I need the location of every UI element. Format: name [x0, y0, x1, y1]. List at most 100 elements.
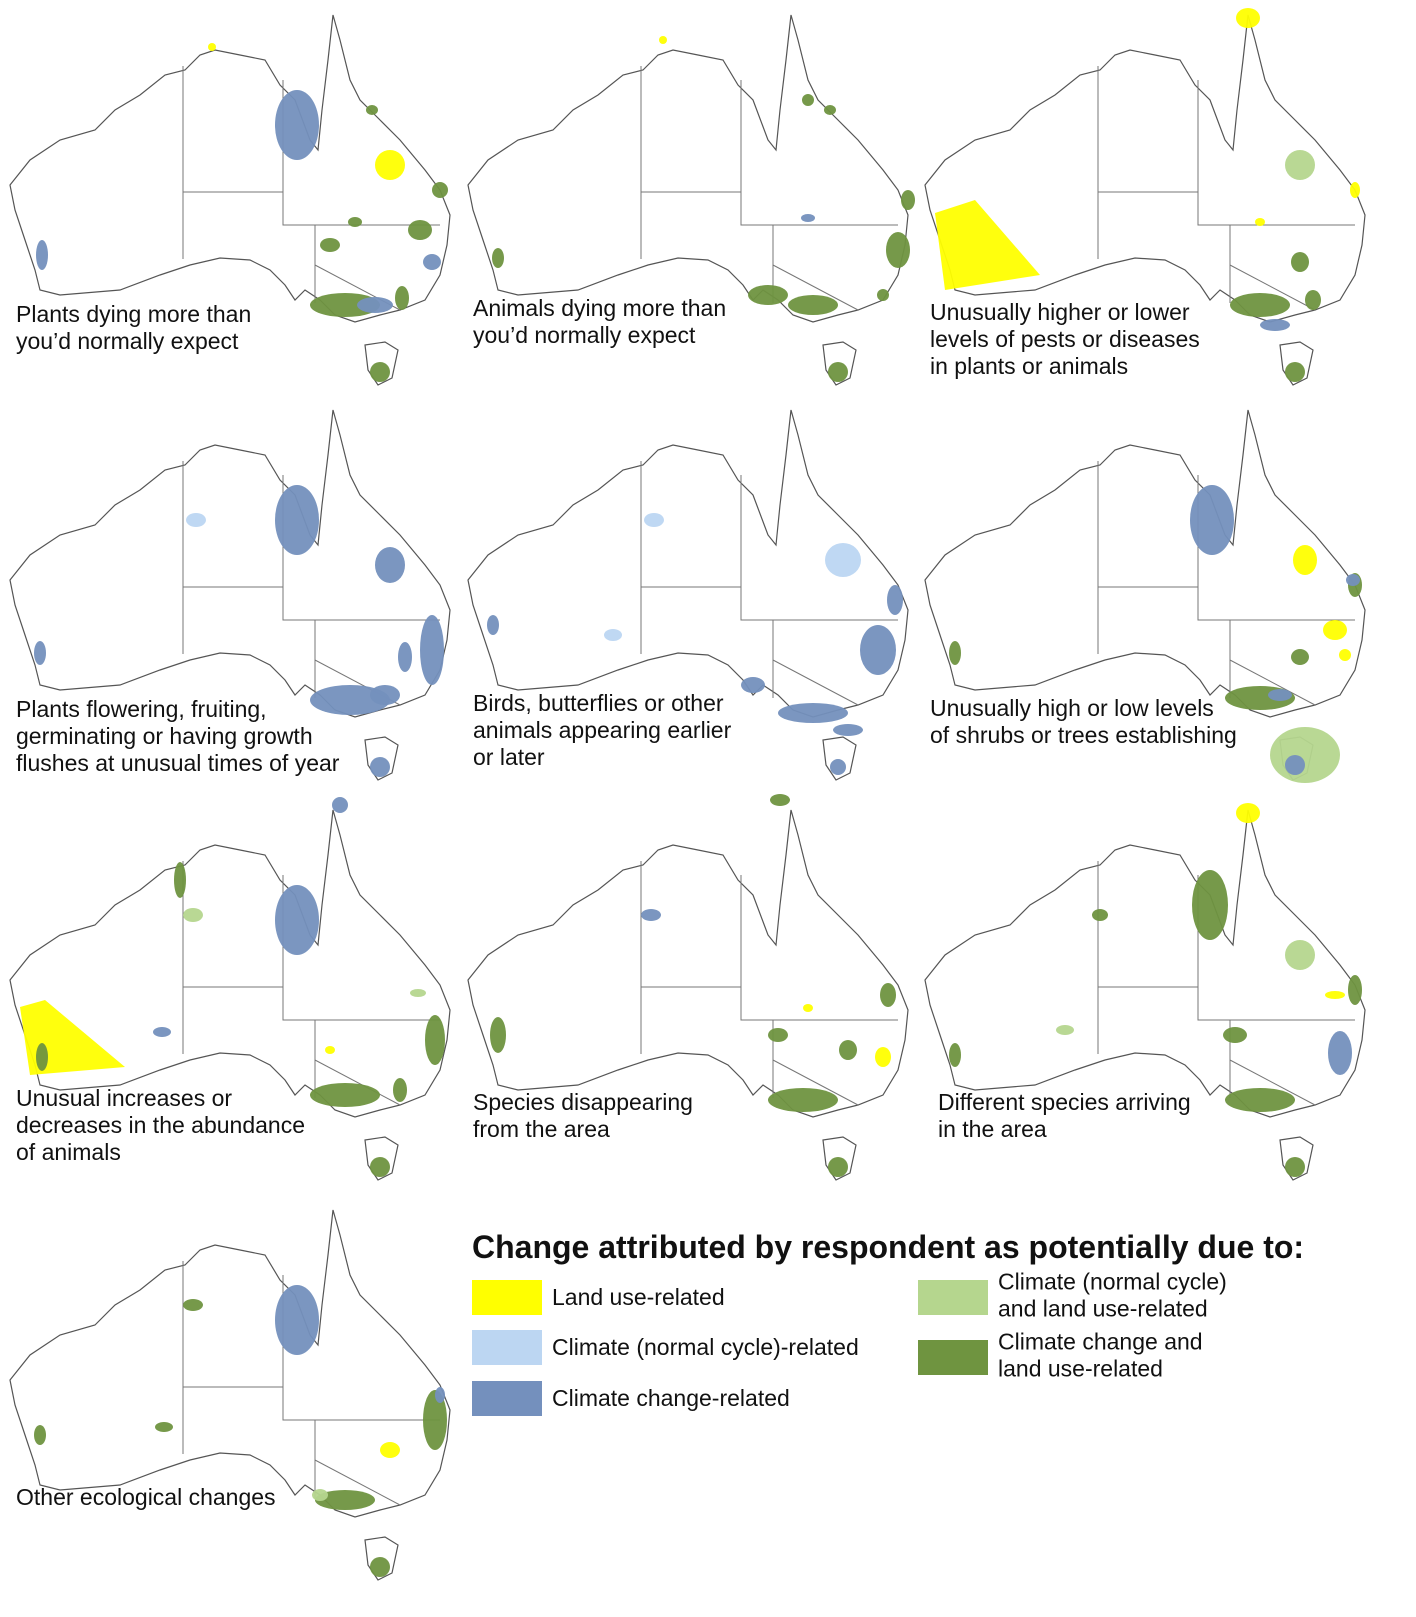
- legend-label: land use-related: [998, 1356, 1163, 1382]
- state-borders: [182, 66, 440, 311]
- region: [332, 797, 348, 813]
- region: [315, 1490, 375, 1510]
- panel-label: Different species arriving: [938, 1089, 1191, 1115]
- region: [901, 190, 915, 210]
- region: [1225, 1088, 1295, 1112]
- australia-outline: [9, 1209, 451, 1518]
- region: [1291, 649, 1309, 665]
- legend-swatch: [472, 1381, 542, 1416]
- region: [1230, 293, 1290, 317]
- region: [935, 200, 1040, 290]
- panel-label: flushes at unusual times of year: [16, 750, 340, 776]
- region: [949, 641, 961, 665]
- state-borders: [640, 66, 898, 311]
- region: [803, 1004, 813, 1012]
- panel-label: or later: [473, 744, 545, 770]
- region: [644, 513, 664, 527]
- region: [435, 1387, 445, 1403]
- region: [492, 248, 504, 268]
- map-panel: [924, 803, 1366, 1181]
- panel-label: of shrubs or trees establishing: [930, 722, 1237, 748]
- region: [788, 295, 838, 315]
- panel-label: germinating or having growth: [16, 723, 313, 749]
- region: [1348, 975, 1362, 1005]
- panel-label: decreases in the abundance: [16, 1112, 305, 1138]
- region: [408, 220, 432, 240]
- region: [1056, 1025, 1074, 1035]
- region: [641, 909, 661, 921]
- state-borders: [182, 461, 440, 706]
- state-borders: [1097, 461, 1355, 706]
- state-borders: [1097, 66, 1355, 311]
- australia-outline: [924, 14, 1366, 323]
- state-borders: [1097, 861, 1355, 1106]
- region: [398, 642, 412, 672]
- map-panel: [467, 794, 909, 1181]
- region: [1285, 1157, 1305, 1177]
- region: [768, 1088, 838, 1112]
- region: [801, 214, 815, 222]
- region: [1192, 870, 1228, 940]
- panel-label: Birds, butterflies or other: [473, 690, 724, 716]
- panel-label: from the area: [473, 1116, 610, 1142]
- region: [155, 1422, 173, 1432]
- region: [310, 293, 380, 317]
- region: [1236, 8, 1260, 28]
- region: [886, 232, 910, 268]
- region: [370, 362, 390, 382]
- map-panel: [9, 14, 451, 386]
- region: [410, 989, 426, 997]
- australia-outline: [9, 809, 451, 1118]
- region: [1092, 909, 1108, 921]
- state-borders: [182, 1261, 440, 1506]
- australia-outline: [467, 14, 909, 323]
- region: [423, 254, 441, 270]
- region: [275, 885, 319, 955]
- region: [1305, 290, 1321, 310]
- region: [748, 285, 788, 305]
- legend-swatch: [918, 1340, 988, 1375]
- region: [802, 94, 814, 106]
- region: [174, 862, 186, 898]
- legend-swatch: [472, 1280, 542, 1315]
- legend-label: and land use-related: [998, 1296, 1208, 1322]
- region: [880, 983, 896, 1007]
- region: [1346, 574, 1360, 586]
- region: [768, 1028, 788, 1042]
- panel-label: Plants dying more than: [16, 301, 251, 327]
- panel-label: you’d normally expect: [473, 322, 696, 348]
- region: [36, 240, 48, 270]
- region: [275, 1285, 319, 1355]
- region: [1236, 803, 1260, 823]
- region: [275, 90, 319, 160]
- region: [877, 289, 889, 301]
- region: [432, 182, 448, 198]
- region: [370, 1557, 390, 1577]
- region: [833, 724, 863, 736]
- map-panel: [467, 409, 909, 781]
- legend-label: Land use-related: [552, 1284, 725, 1310]
- region: [741, 677, 765, 693]
- region: [423, 1390, 447, 1450]
- panel-label: Other ecological changes: [16, 1484, 276, 1510]
- region: [824, 105, 836, 115]
- state-borders: [640, 461, 898, 706]
- map-panel: [924, 8, 1366, 386]
- region: [1190, 485, 1234, 555]
- region: [1285, 362, 1305, 382]
- region: [1285, 150, 1315, 180]
- map-panel: [467, 14, 915, 386]
- region: [487, 615, 499, 635]
- region: [828, 362, 848, 382]
- region: [875, 1047, 891, 1067]
- region: [34, 1425, 46, 1445]
- region: [183, 908, 203, 922]
- panel-label: Unusually high or low levels: [930, 695, 1214, 721]
- map-panel: [924, 409, 1366, 783]
- legend-label: Climate change-related: [552, 1385, 790, 1411]
- region: [370, 757, 390, 777]
- region: [1285, 940, 1315, 970]
- region: [366, 105, 378, 115]
- region: [1291, 252, 1309, 272]
